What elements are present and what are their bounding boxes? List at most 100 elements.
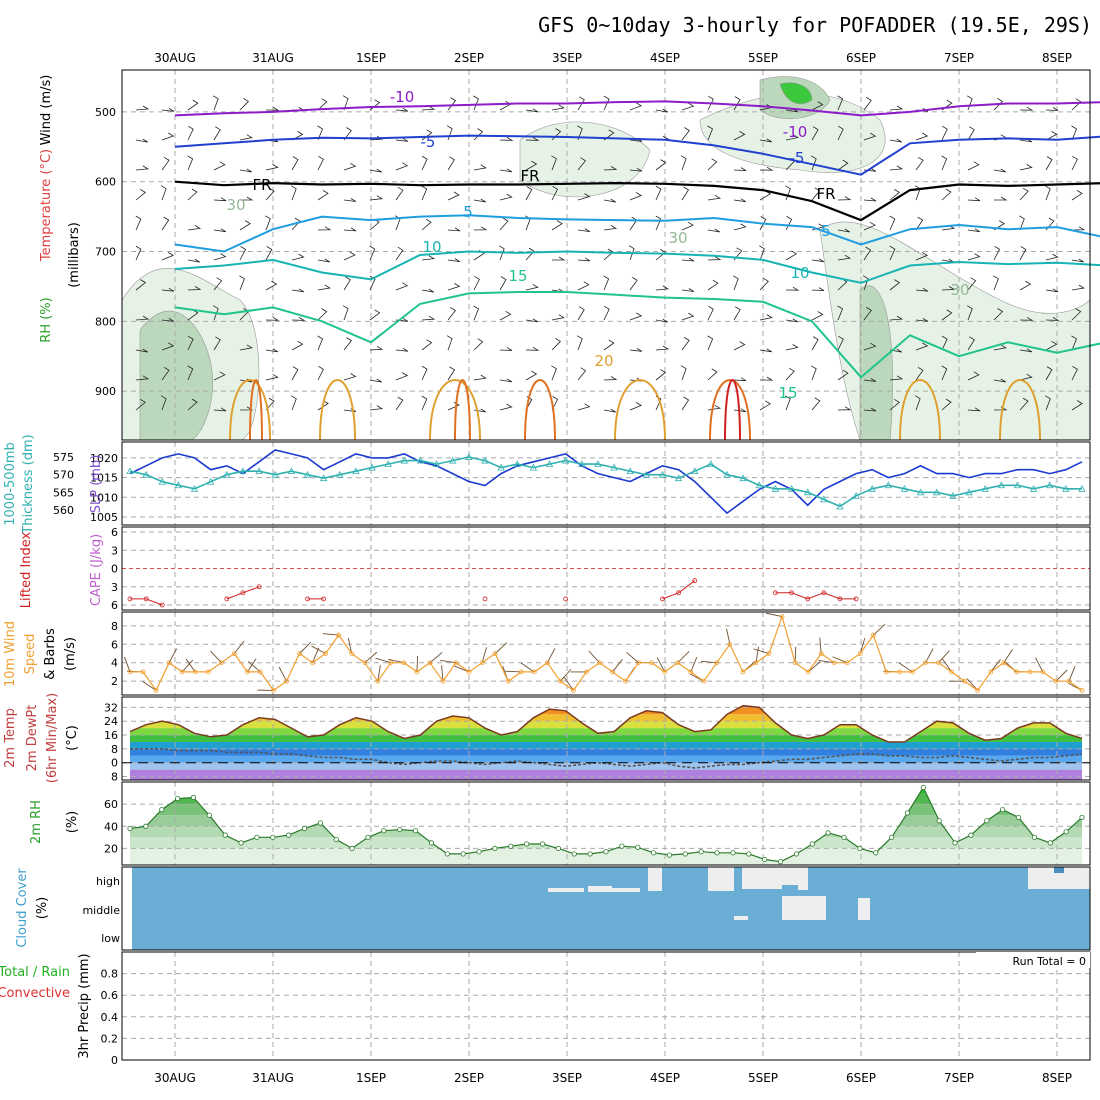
surface-wind-barb	[819, 637, 822, 654]
wind-barb	[1071, 335, 1077, 351]
thickness-point	[658, 470, 667, 478]
wind-barb	[681, 186, 690, 201]
surface-wind-barb	[859, 638, 866, 654]
wind-speed-line	[130, 614, 1083, 692]
surface-wind-barb	[347, 637, 353, 654]
lifted-index-tick-label: 6	[111, 526, 118, 539]
surface-wind-barb	[656, 657, 666, 673]
rh-point	[619, 843, 625, 849]
wind-barb	[239, 344, 253, 351]
surface-wind-barb	[1055, 669, 1068, 682]
thickness-point	[820, 495, 828, 503]
wind-barb	[733, 306, 741, 321]
thickness-tick-label: 570	[53, 469, 74, 482]
wind-barb	[785, 286, 800, 291]
wind-barb	[603, 339, 615, 351]
wind-barb	[681, 127, 690, 141]
rh-point	[603, 849, 609, 855]
isotherm-line	[174, 100, 1100, 117]
wind-barb	[577, 193, 591, 201]
thickness-point	[723, 470, 731, 478]
wind-barb	[811, 287, 825, 291]
wind-barb	[447, 156, 455, 171]
wind-speed-point	[1040, 669, 1046, 675]
wind-speed-point	[649, 660, 655, 666]
wind-barb	[603, 305, 610, 321]
wind-barb	[265, 246, 273, 261]
wind-barb	[161, 216, 170, 231]
wind-barb	[863, 378, 877, 382]
surface-isotherm-loop	[229, 379, 271, 441]
wind-speed-point	[818, 651, 824, 656]
wind-barb	[680, 365, 687, 381]
contour-label: FR	[252, 176, 271, 194]
rh-point	[888, 834, 895, 840]
rh-point	[317, 820, 323, 826]
wind-barb	[551, 104, 565, 111]
wind-barb	[707, 256, 722, 261]
contour-label: 30	[668, 229, 687, 247]
rh-point	[793, 851, 800, 857]
wind-speed-point	[910, 669, 915, 675]
wind-barb	[161, 287, 175, 292]
wind-barb	[291, 156, 299, 171]
wind-barb	[395, 246, 404, 261]
rh-point	[190, 794, 197, 801]
wind-barb	[941, 365, 948, 381]
wind-barb	[837, 335, 844, 351]
cloud-gap	[742, 867, 782, 889]
wind-barb	[862, 275, 869, 291]
lifted-index-point	[773, 590, 778, 596]
wind-barb	[707, 368, 718, 381]
axis-title-wind: Wind (m/s)	[39, 75, 54, 146]
wind-speed-point	[492, 651, 498, 656]
surface-isotherm-loop	[899, 379, 941, 441]
wind-barb	[473, 226, 488, 231]
surface-wind-barb	[142, 681, 157, 691]
rh-point	[397, 826, 403, 833]
thickness-point	[545, 460, 554, 468]
wind-barb	[629, 312, 643, 321]
rh-point	[349, 845, 355, 852]
wind-barb	[967, 253, 981, 261]
wind-barb	[759, 216, 767, 231]
cloud-cover-panel: high middle low Cloud Cover (%)	[15, 866, 1091, 951]
wind-barb	[240, 196, 254, 201]
axis-title-cloud: Cloud Cover	[15, 868, 30, 948]
thickness-point	[529, 463, 538, 471]
wind-barb	[317, 258, 331, 263]
wind-barb	[733, 341, 746, 351]
wind-speed-point	[127, 669, 133, 675]
rh-point	[127, 825, 133, 832]
wind-barb	[343, 373, 357, 381]
rh-point	[952, 840, 958, 846]
wind-barb	[681, 102, 695, 111]
wind-barb	[577, 257, 591, 262]
surface-isotherm-loop	[319, 379, 356, 441]
panel-frame	[121, 441, 1091, 526]
rh-point	[428, 840, 435, 846]
thickness-point	[1062, 484, 1070, 492]
wind-barb	[863, 342, 877, 351]
wind-barb	[915, 252, 928, 261]
wind-barb	[343, 251, 356, 261]
wind-speed-point	[179, 669, 185, 675]
date-label-bottom: 2SEP	[454, 1071, 484, 1085]
wind-barb	[551, 220, 563, 231]
rh-point	[254, 834, 260, 840]
temp-band	[130, 735, 1082, 742]
panel-frame	[121, 866, 1091, 951]
wind-barb	[837, 196, 852, 201]
wind-barb	[759, 348, 773, 353]
wind-barb	[343, 162, 357, 171]
wind-barb	[889, 138, 903, 143]
thickness-point	[239, 467, 247, 475]
wind-barb	[525, 247, 535, 261]
wind-barb	[1045, 366, 1053, 381]
wind-barb	[1019, 348, 1033, 353]
wind-barb	[629, 102, 643, 111]
run-total-label: Run Total = 0	[1013, 955, 1087, 968]
thickness-point	[852, 492, 860, 499]
bottom-date-axis: 30AUG 31AUG 1SEP 2SEP 3SEP 4SEP 5SEP 6SEP 7SEP 8S…	[154, 1071, 1072, 1085]
rh-point	[444, 851, 450, 857]
